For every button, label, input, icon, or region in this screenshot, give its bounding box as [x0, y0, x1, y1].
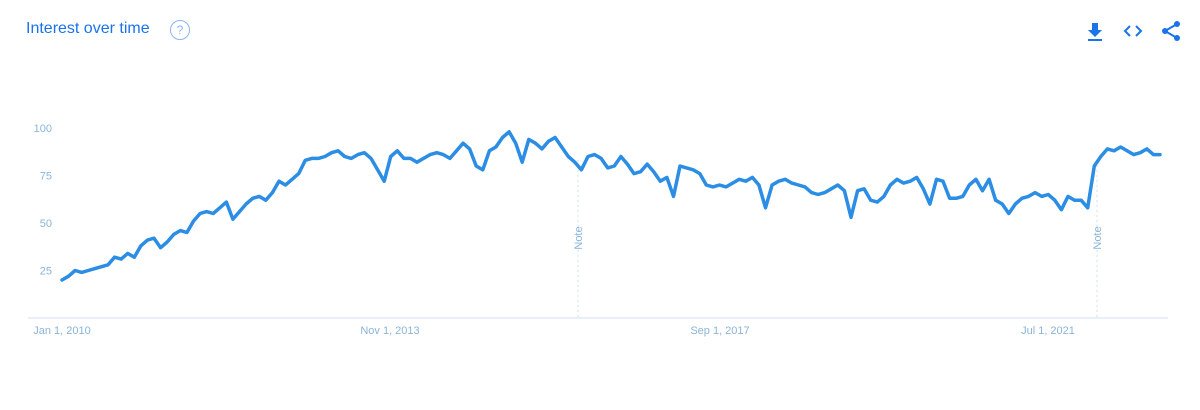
x-tick-label: Jan 1, 2010: [33, 325, 91, 337]
chart-header: Interest over time ?: [0, 0, 1200, 60]
x-tick-label: Sep 1, 2017: [690, 325, 749, 337]
note-annotation[interactable]: Note: [573, 226, 585, 249]
share-icon[interactable]: [1158, 18, 1184, 44]
x-tick-label: Jul 1, 2021: [1021, 325, 1075, 337]
x-tick-label: Nov 1, 2013: [360, 325, 419, 337]
y-tick-label: 100: [34, 123, 52, 135]
series-line: [60, 130, 1162, 282]
help-circle-icon[interactable]: ?: [170, 20, 190, 40]
embed-icon[interactable]: [1120, 18, 1146, 44]
download-icon[interactable]: [1082, 18, 1108, 44]
note-annotation[interactable]: Note: [1092, 226, 1104, 249]
y-tick-label: 25: [40, 266, 52, 278]
y-tick-label: 50: [40, 218, 52, 230]
y-tick-label: 75: [40, 171, 52, 183]
chart-title: Interest over time: [26, 20, 150, 37]
